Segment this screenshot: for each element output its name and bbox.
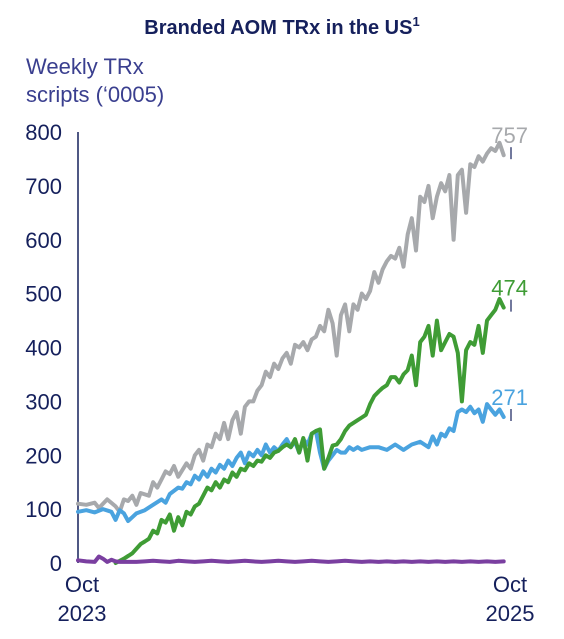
x-tick-label-line1: Oct: [65, 572, 99, 597]
end-label-2: 271: [491, 385, 528, 410]
series-line-1: [76, 140, 506, 514]
y-axis-ticks: 0 100 200 300 400 500 600 700 800: [25, 120, 62, 576]
series-line-3: [113, 297, 506, 565]
y-tick-label: 400: [25, 336, 62, 361]
y-tick-label: 500: [25, 282, 62, 307]
y-axis-label-line1: Weekly TRx: [26, 54, 144, 79]
end-labels: 757 271 474: [491, 123, 528, 421]
x-tick-label-line2: 2023: [58, 601, 107, 626]
series-group: [76, 140, 506, 565]
y-axis-label-line2: scripts (‘0005): [26, 82, 164, 107]
x-tick-label-line2: 2025: [486, 601, 535, 626]
y-tick-label: 200: [25, 443, 62, 468]
y-tick-label: 300: [25, 389, 62, 414]
x-axis-ticks: Oct 2023 Oct 2025: [58, 572, 535, 626]
x-tick-label-line1: Oct: [493, 572, 527, 597]
series-line-4: [76, 554, 506, 564]
y-tick-label: 0: [50, 551, 62, 576]
y-tick-label: 800: [25, 120, 62, 145]
end-label-3: 474: [491, 276, 528, 301]
y-tick-label: 700: [25, 174, 62, 199]
end-label-1: 757: [491, 123, 528, 148]
y-tick-label: 600: [25, 228, 62, 253]
chart-title: Branded AOM TRx in the US1: [144, 14, 419, 39]
y-tick-label: 100: [25, 497, 62, 522]
series-line-2: [76, 402, 506, 523]
